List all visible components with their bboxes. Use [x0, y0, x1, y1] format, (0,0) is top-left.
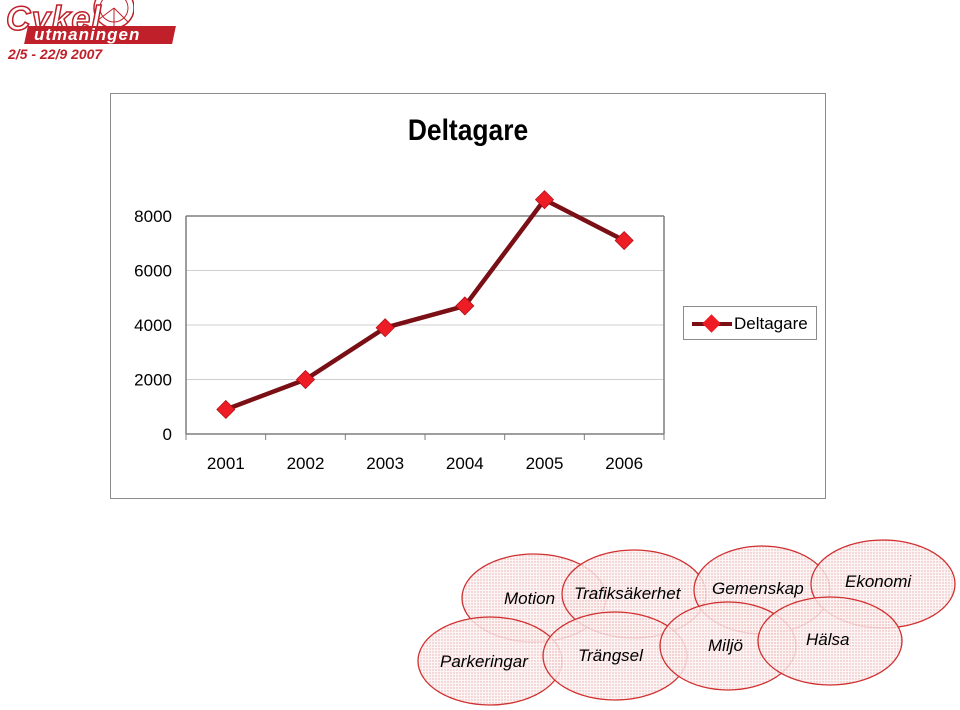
cykelutmaningen-logo: Cykel utmaningen 2/5 - 22/9 2007	[4, 0, 176, 68]
chart-title: Deltagare	[407, 114, 529, 147]
y-tick-label: 4000	[134, 316, 172, 335]
chart-legend: Deltagare	[683, 306, 817, 340]
data-point-marker	[216, 399, 236, 420]
logo-dates: 2/5 - 22/9 2007	[8, 46, 103, 62]
y-tick-label: 0	[163, 425, 172, 444]
bubble-label: Motion	[504, 589, 556, 608]
line-chart: 0 2000 4000 6000 8000 2001 2002 2003 2004 2005 200…	[134, 190, 665, 473]
data-point-marker	[534, 190, 555, 210]
x-tick-label: 2001	[207, 454, 245, 473]
data-point-marker	[614, 230, 634, 251]
series-line	[225, 197, 626, 412]
data-point-marker	[455, 296, 475, 316]
y-tick-label: 6000	[134, 262, 172, 281]
x-tick-label: 2005	[526, 454, 564, 473]
data-point-marker	[295, 369, 316, 390]
logo-subtitle: utmaningen	[34, 25, 141, 44]
data-point-marker	[375, 318, 395, 338]
y-tick-label: 8000	[134, 207, 172, 226]
topic-bubble	[757, 596, 903, 686]
bubble-label: Ekonomi	[845, 572, 912, 591]
bubble-label: Parkeringar	[440, 652, 528, 671]
bubble-label: Gemenskap	[712, 579, 804, 598]
x-tick-label: 2003	[366, 454, 404, 473]
legend-label: Deltagare	[734, 314, 808, 333]
x-tick-label: 2004	[446, 454, 484, 473]
bubble-label: Miljö	[708, 636, 743, 655]
bubble-label: Trafiksäkerhet	[574, 584, 681, 603]
bubble-label: Hälsa	[806, 630, 850, 649]
bubble-label: Trängsel	[578, 646, 643, 665]
x-tick-label: 2002	[287, 454, 325, 473]
y-tick-label: 2000	[134, 371, 172, 390]
chart-area: Deltagare 0 2000 4000 6000 8000 2001 2002 2003 2…	[110, 93, 826, 499]
x-tick-label: 2006	[605, 454, 643, 473]
